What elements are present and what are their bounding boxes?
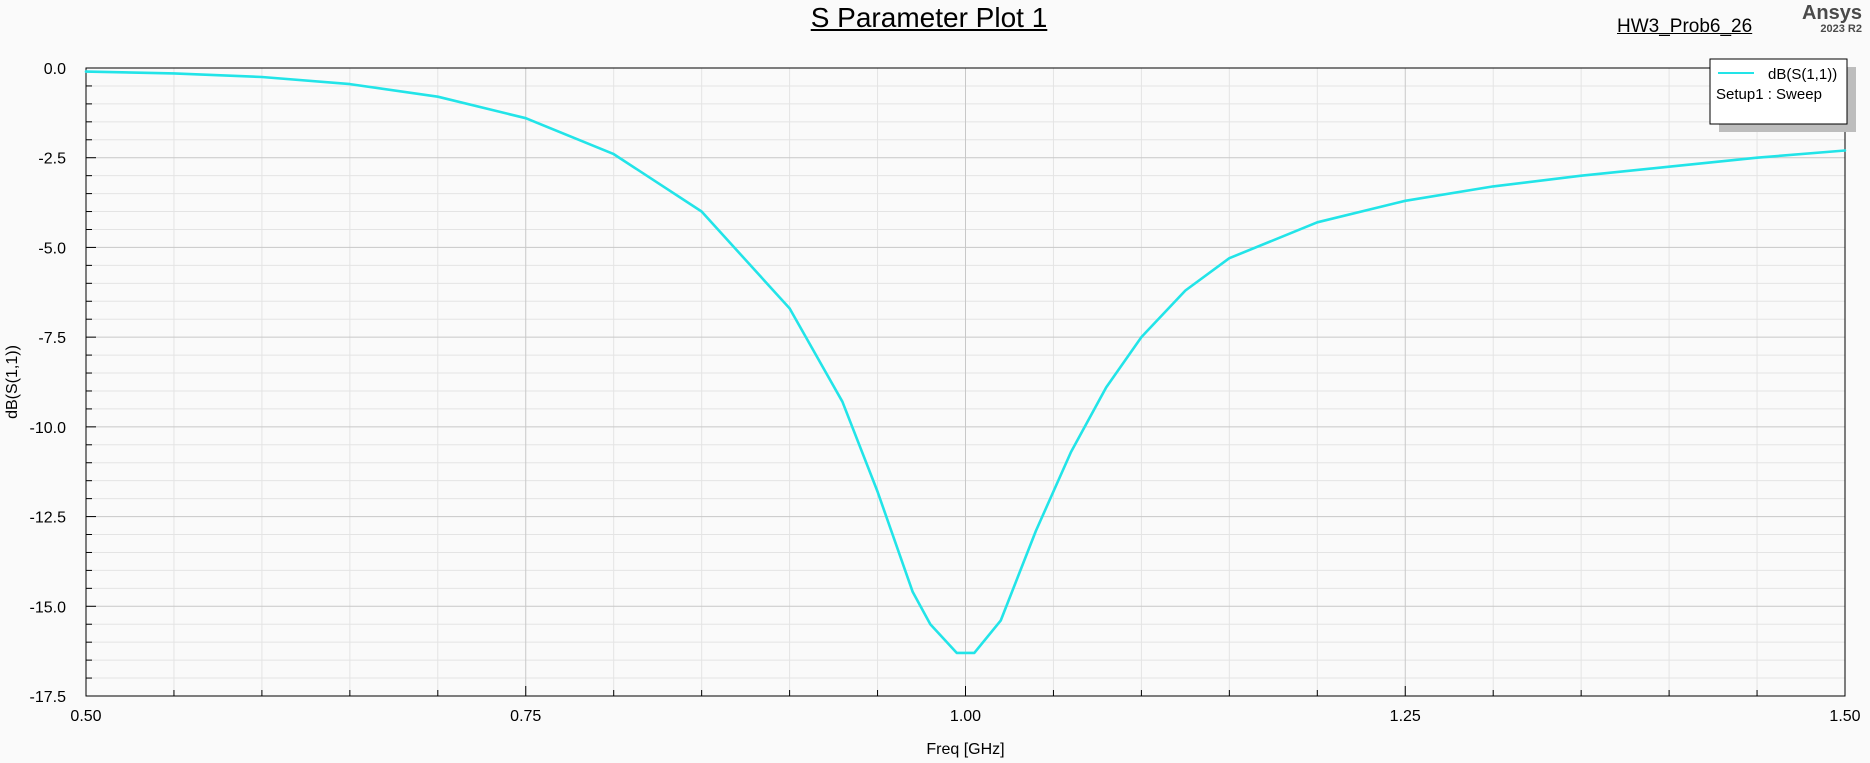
design-name: HW3_Prob6_26 (1617, 16, 1753, 37)
x-axis-label: Freq [GHz] (926, 741, 1004, 758)
major-grid (86, 68, 1845, 696)
y-tick-label: -15.0 (30, 599, 67, 616)
brand-logo: Ansys 2023 R2 (1802, 3, 1862, 35)
x-tick-label: 1.25 (1390, 708, 1421, 725)
x-tick-label: 1.50 (1829, 708, 1860, 725)
y-axis-label: dB(S(1,1)) (4, 345, 21, 419)
y-tick-label: 0.0 (44, 61, 66, 78)
x-tick-label: 0.50 (70, 708, 101, 725)
series-layer (84, 70, 1847, 655)
y-tick-label: -5.0 (38, 240, 66, 257)
y-tick-label: -12.5 (30, 510, 67, 527)
x-tick-label: 0.75 (510, 708, 541, 725)
legend-box (1709, 58, 1848, 125)
y-tick-label: -17.5 (30, 689, 67, 706)
legend[interactable]: dB(S(1,1)) Setup1 : Sweep (1709, 58, 1856, 132)
legend-series-name: dB(S(1,1)) (1768, 66, 1837, 83)
minor-grid (86, 68, 1845, 696)
y-tick-label: -7.5 (38, 330, 66, 347)
legend-setup-label: Setup1 : Sweep (1716, 86, 1822, 103)
y-tick-label: -10.0 (30, 420, 67, 437)
y-tick-label: -2.5 (38, 151, 66, 168)
brand-name: Ansys (1801, 2, 1862, 24)
series-line-s11 (84, 70, 1847, 655)
plot-title: S Parameter Plot 1 (810, 2, 1048, 33)
x-tick-label: 1.00 (950, 708, 981, 725)
axis-ticks (85, 67, 1846, 697)
brand-version: 2023 R2 (1820, 23, 1862, 35)
tick-labels: 0.50 0.75 1.00 1.25 1.50 0.0 -2.5 -5.0 -7.5 -10.0… (30, 61, 1861, 725)
